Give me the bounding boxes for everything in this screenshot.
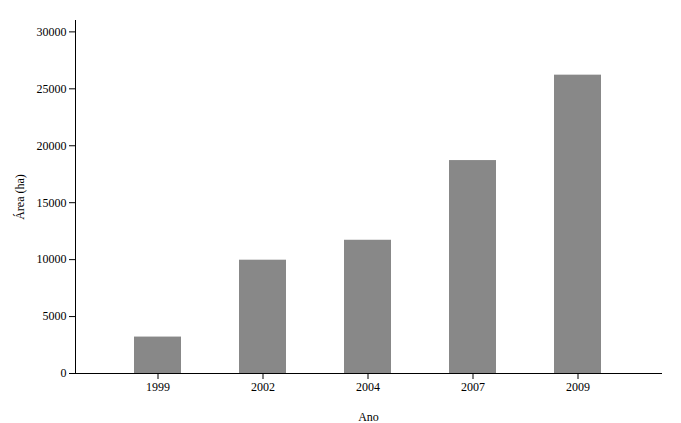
svg-text:2004: 2004 [356,380,380,394]
svg-text:5000: 5000 [43,309,67,323]
svg-text:2007: 2007 [461,380,485,394]
svg-text:10000: 10000 [37,252,67,266]
svg-text:15000: 15000 [37,196,67,210]
svg-text:0: 0 [61,366,67,380]
svg-text:25000: 25000 [37,82,67,96]
svg-text:2009: 2009 [566,380,590,394]
svg-text:20000: 20000 [37,139,67,153]
svg-text:Área (ha): Área (ha) [13,174,27,220]
svg-text:Ano: Ano [358,410,379,423]
svg-text:2002: 2002 [251,380,275,394]
svg-text:1999: 1999 [146,380,170,394]
svg-text:30000: 30000 [37,25,67,39]
